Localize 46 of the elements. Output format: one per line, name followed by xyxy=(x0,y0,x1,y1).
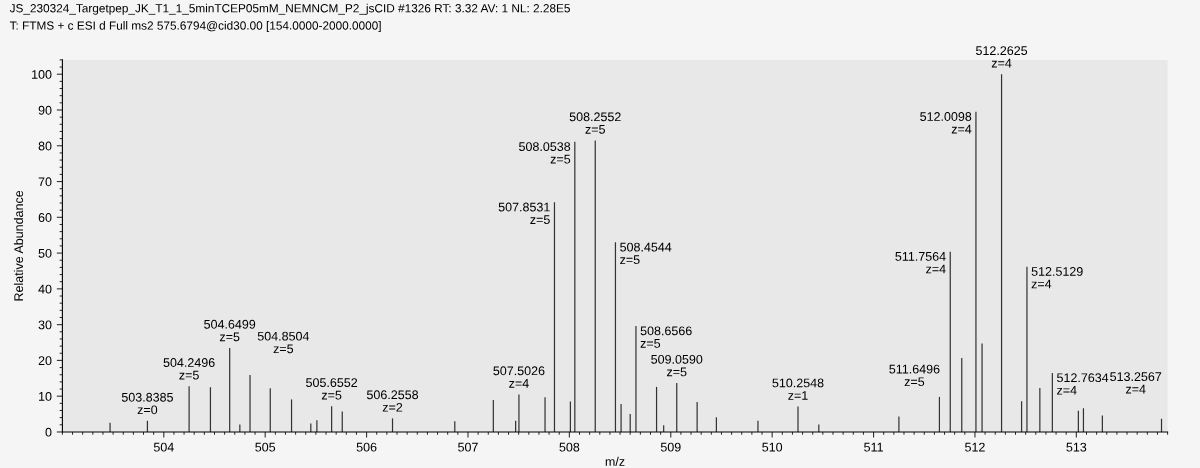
x-tick-label: 512 xyxy=(965,442,985,452)
annotation: 511.6496 z=5 xyxy=(889,364,940,387)
y-tick-label: 80 xyxy=(38,141,52,151)
x-tick-label: 510 xyxy=(762,442,783,452)
annotation: 504.6499 z=5 xyxy=(204,319,256,342)
annotation: 512.5129 z=4 xyxy=(1031,267,1083,289)
annotation: 504.8504 z=5 xyxy=(257,331,310,354)
annotation: 508.2552 z=5 xyxy=(569,112,621,134)
y-tick-label: 90 xyxy=(38,105,52,115)
y-tick-label: 100 xyxy=(32,70,52,79)
y-tick-label: 30 xyxy=(38,320,52,330)
annotation: 512.7634 z=4 xyxy=(1057,373,1109,395)
annotation: 503.8385 z=0 xyxy=(121,392,173,415)
x-tick-label: 508 xyxy=(559,442,580,452)
annotation: 512.0098 z=4 xyxy=(920,112,972,134)
chart-subtitle: T: FTMS + c ESI d Full ms2 575.6794@cid30.00 [154.0000-2000.0000] xyxy=(9,21,381,33)
annotation: 508.4544 z=5 xyxy=(620,242,672,265)
y-tick-label: 20 xyxy=(38,356,52,366)
x-axis-title: m/z xyxy=(605,456,625,466)
annotation: 513.2567 z=4 xyxy=(1110,372,1162,394)
annotation: 510.2548 z=1 xyxy=(772,378,824,400)
annotation: 508.6566 z=5 xyxy=(640,326,692,348)
annotation: 508.0538 z=5 xyxy=(519,142,571,164)
y-axis-title: Relative Abundance xyxy=(13,190,24,301)
x-tick-label: 507 xyxy=(458,442,478,452)
y-tick-label: 50 xyxy=(38,248,52,258)
annotation: 512.2625 z=4 xyxy=(976,46,1028,68)
x-tick-label: 505 xyxy=(255,442,276,452)
annotation: 506.2558 z=2 xyxy=(366,390,419,412)
y-tick-label: 70 xyxy=(38,177,52,187)
y-tick-label: 60 xyxy=(38,213,52,222)
annotation: 509.0590 z=5 xyxy=(651,354,703,377)
annotation: 507.8531 z=5 xyxy=(498,202,550,225)
y-tick-label: 10 xyxy=(39,391,52,401)
y-tick-label: 0 xyxy=(45,427,52,437)
annotation: 511.7564 z=4 xyxy=(895,251,946,274)
y-tick-label: 40 xyxy=(38,284,52,294)
x-tick-label: 504 xyxy=(153,442,174,452)
x-tick-label: 509 xyxy=(660,442,681,452)
x-tick-label: 511 xyxy=(864,442,883,452)
annotation: 505.6552 z=5 xyxy=(306,378,358,400)
annotation: 507.5026 z=4 xyxy=(493,366,545,388)
annotation: 504.2496 z=5 xyxy=(163,358,215,380)
chart-title: JS_230324_Targetpep_JK_T1_1_5minTCEP05mM_NEMNCM_P2_jsCID #1326 RT: 3.32 AV: 1 NL: 2.28E5 xyxy=(9,3,570,15)
x-tick-label: 513 xyxy=(1066,442,1087,452)
x-tick-label: 506 xyxy=(356,442,377,452)
